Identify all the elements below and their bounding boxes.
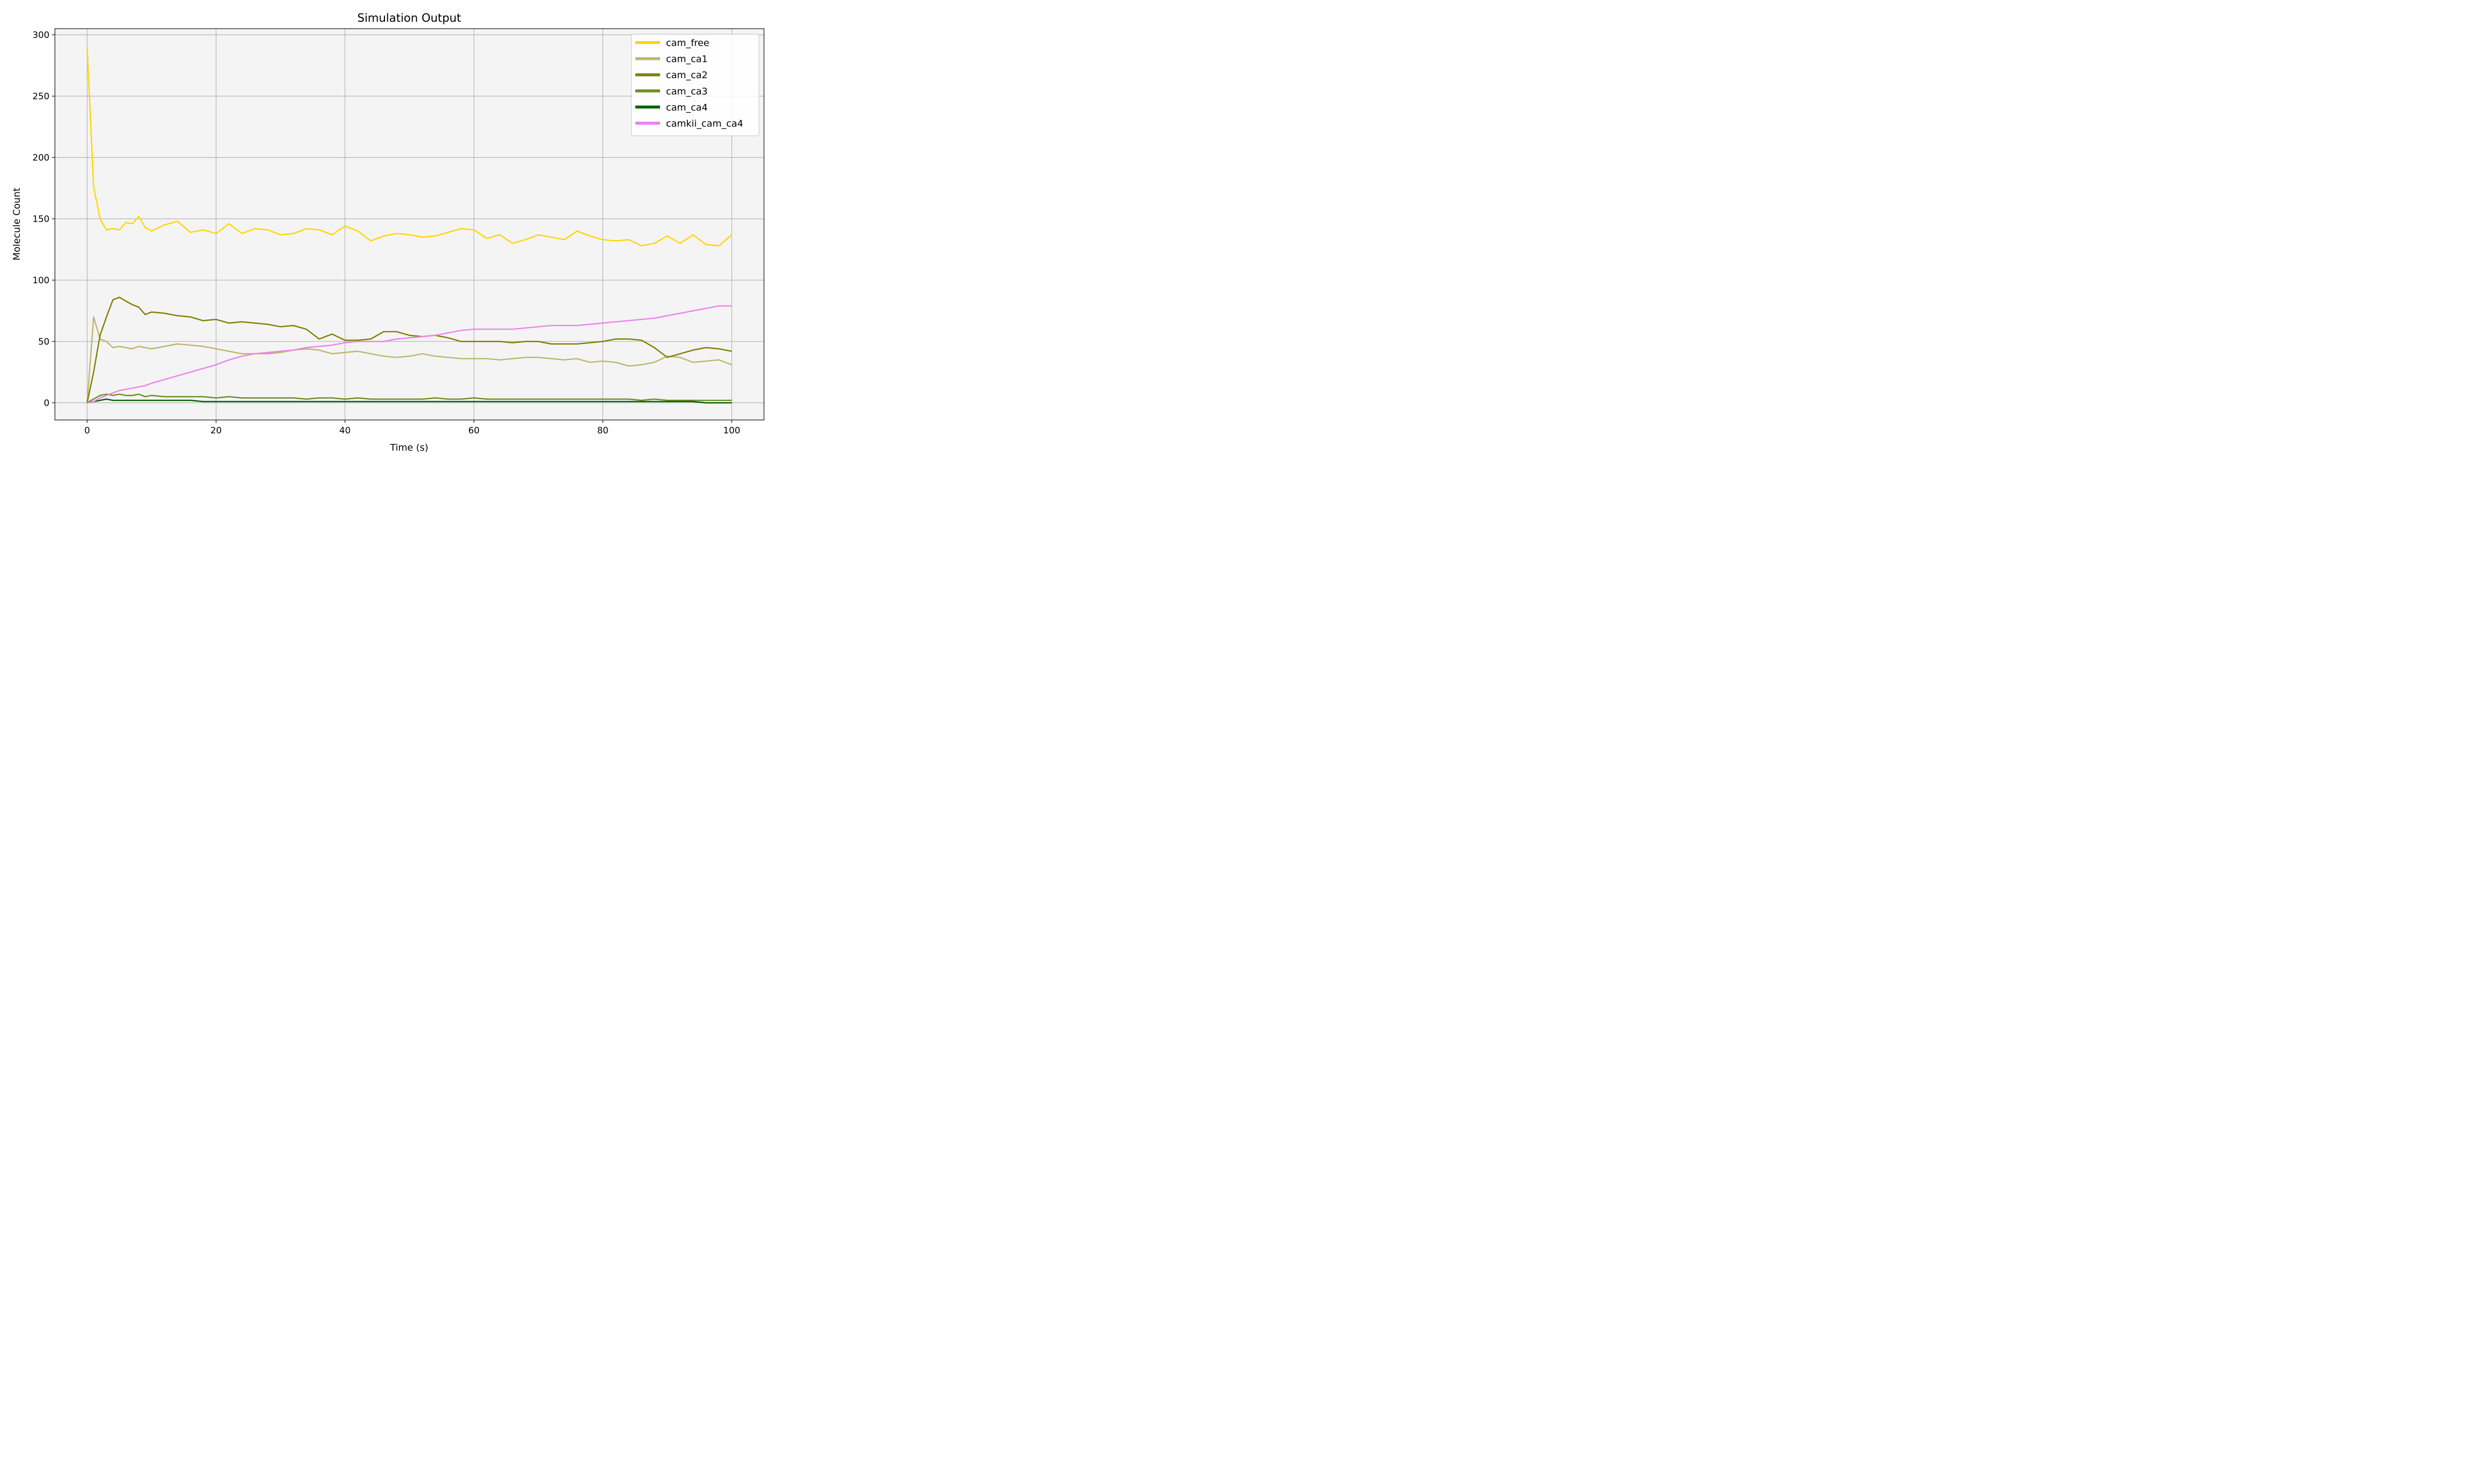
legend-label: cam_ca2 bbox=[666, 70, 708, 81]
y-tick-label: 100 bbox=[33, 275, 49, 285]
y-tick-label: 0 bbox=[44, 398, 49, 408]
series-line-camkii-cam-ca4 bbox=[87, 305, 732, 404]
series-line-cam-ca1 bbox=[86, 316, 732, 403]
x-tick-label: 0 bbox=[84, 425, 90, 436]
y-tick-label: 50 bbox=[38, 336, 49, 347]
plot-frame bbox=[54, 28, 764, 420]
series-line-cam-free bbox=[86, 47, 732, 247]
x-tick-label: 80 bbox=[597, 425, 609, 436]
series-line-cam-ca2 bbox=[86, 296, 732, 403]
y-tick-label: 300 bbox=[33, 30, 49, 40]
y-tick-label: 200 bbox=[33, 152, 49, 163]
series-line-cam-ca4 bbox=[87, 398, 732, 404]
y-axis-title: Molecule Count bbox=[11, 188, 22, 261]
x-tick-label: 20 bbox=[210, 425, 222, 436]
legend: cam_free cam_ca1 cam_ca2 cam_ca3 cam_ca4camk… bbox=[631, 34, 760, 137]
x-tick-label: 60 bbox=[468, 425, 479, 436]
x-tick-label: 40 bbox=[339, 425, 351, 436]
y-tick-label: 150 bbox=[33, 214, 49, 224]
legend-label: cam_ca4 bbox=[666, 102, 708, 113]
legend-label: cam_ca1 bbox=[666, 54, 708, 65]
axis-ticks: 0 20 40 60 80 100 0 50 100 150 200 250 300 bbox=[33, 30, 740, 436]
y-tick-label: 250 bbox=[33, 91, 49, 101]
x-tick-label: 100 bbox=[723, 425, 740, 436]
x-axis-title: Time (s) bbox=[389, 442, 428, 453]
legend-box bbox=[631, 34, 760, 137]
chart-title: Simulation Output bbox=[357, 12, 461, 25]
legend-label: camkii_cam_ca4 bbox=[666, 118, 743, 129]
legend-label: cam_ca3 bbox=[666, 86, 708, 97]
line-chart: 0 20 40 60 80 100 0 50 100 150 200 250 300 Simulatio… bbox=[0, 0, 776, 465]
legend-label: cam_free bbox=[666, 38, 710, 48]
series-lines bbox=[86, 47, 732, 404]
series-line-cam-ca3 bbox=[87, 393, 732, 404]
